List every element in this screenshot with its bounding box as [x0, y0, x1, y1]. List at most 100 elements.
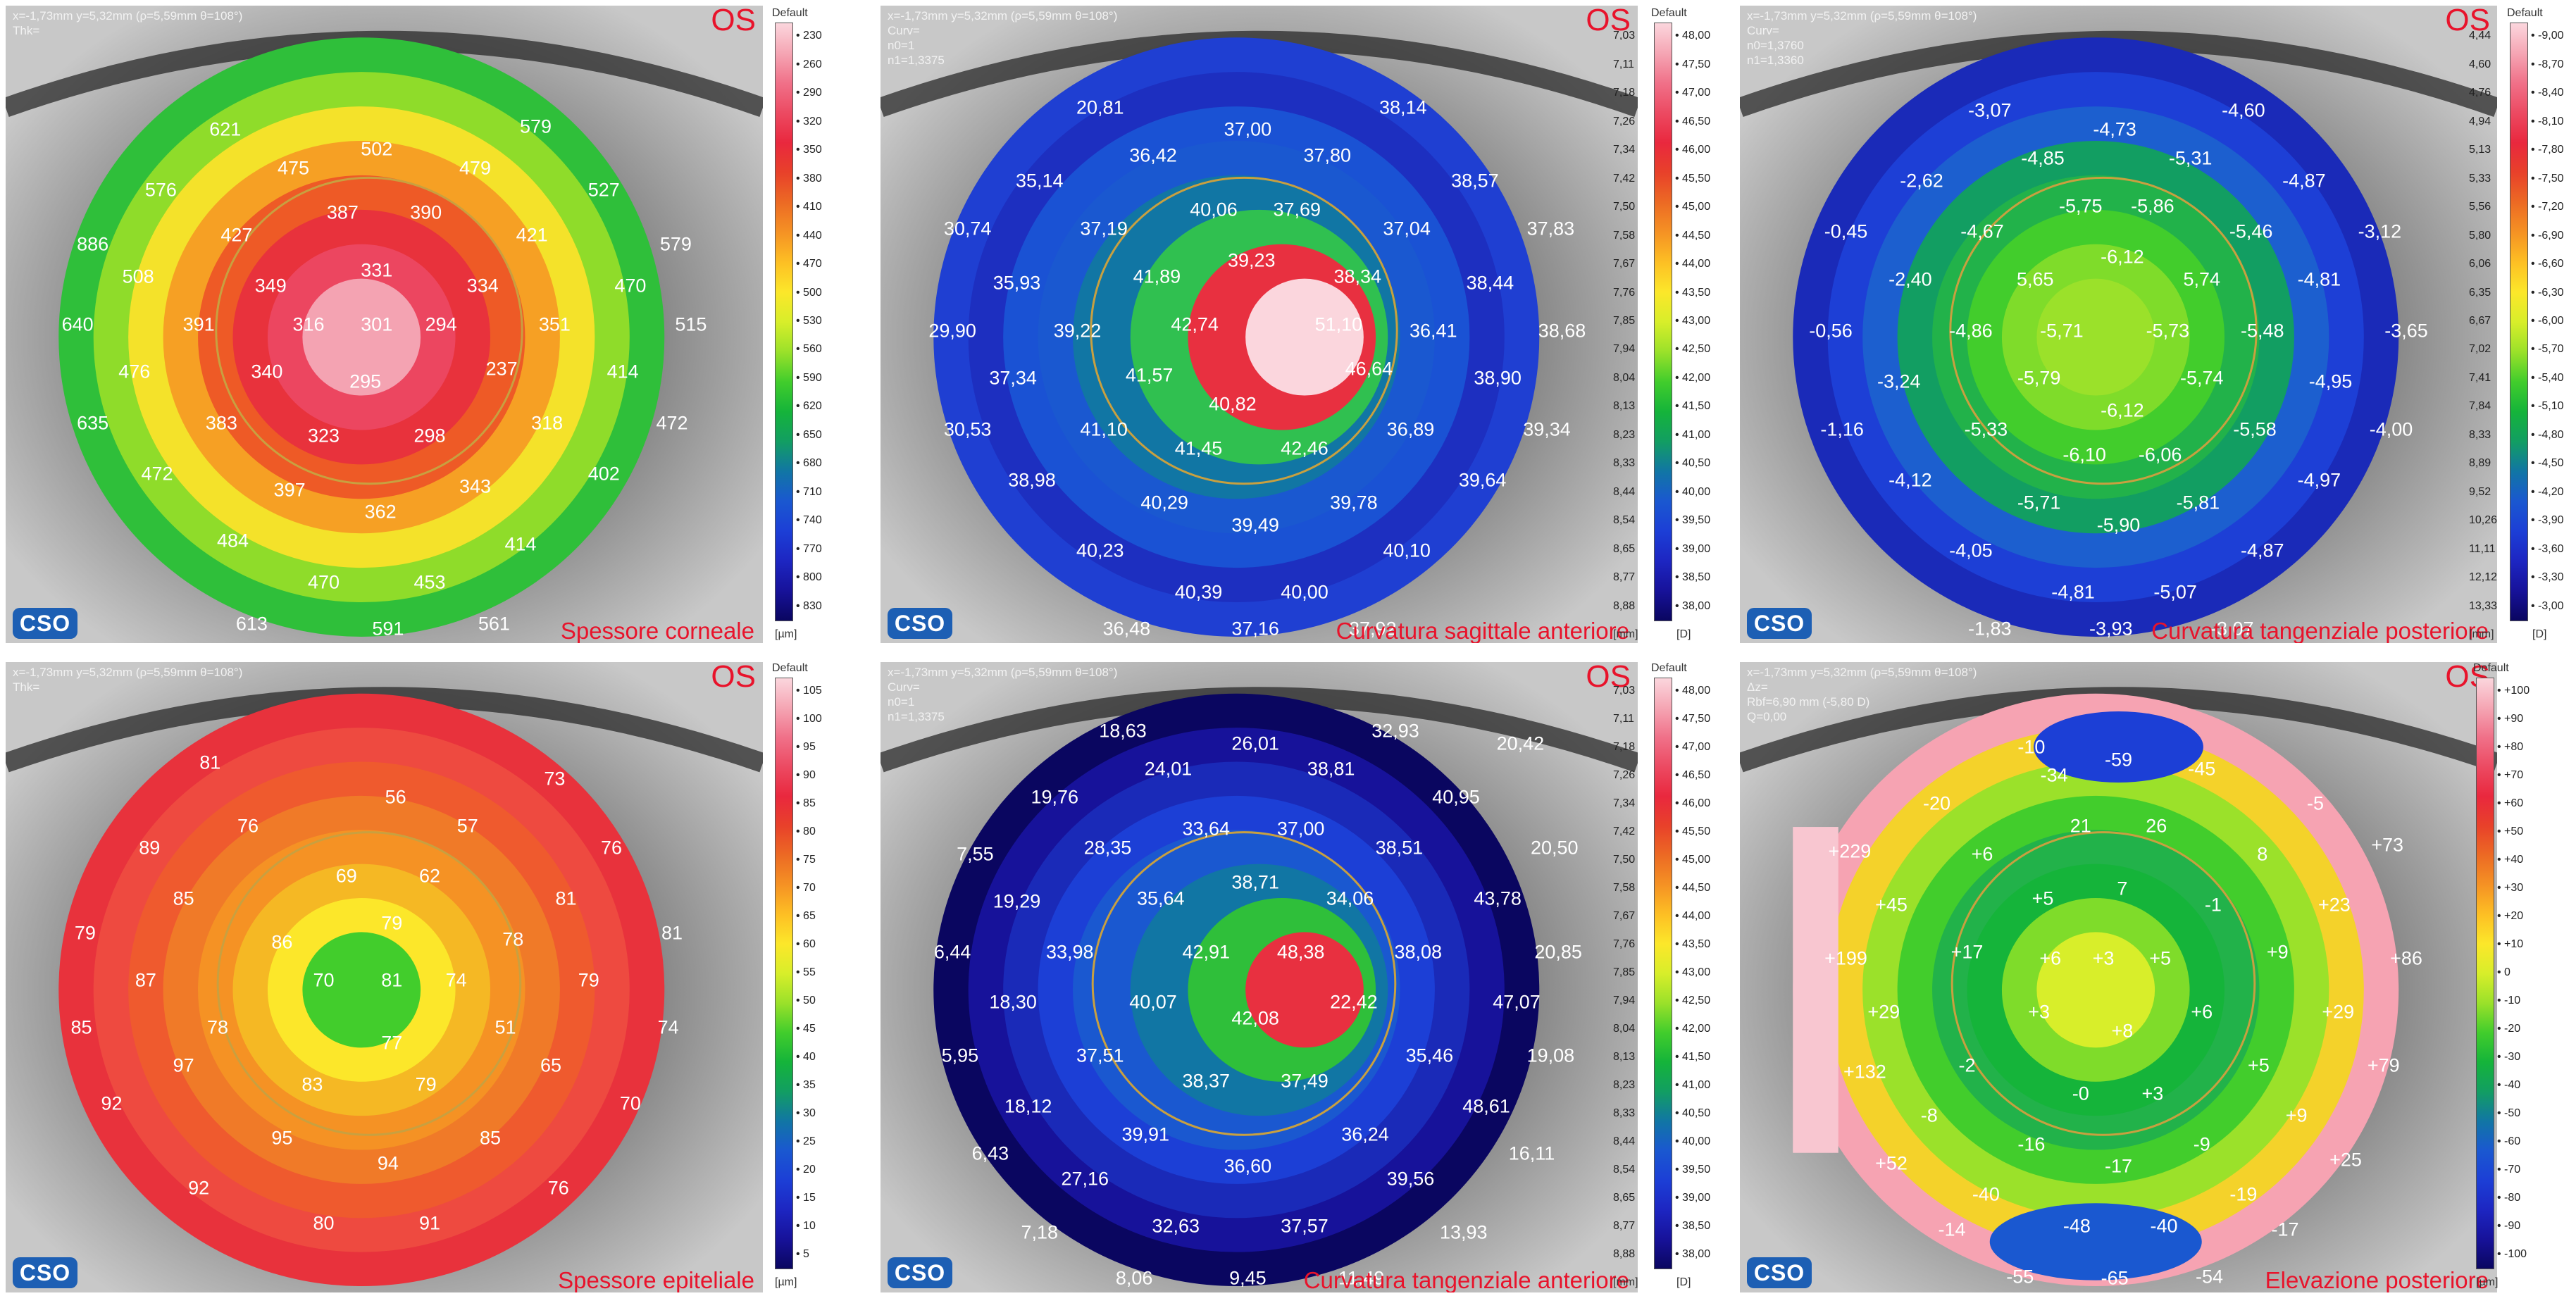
- map-value: 38,90: [1474, 367, 1522, 389]
- map-value: 56: [385, 786, 406, 808]
- map-value: 383: [205, 412, 237, 434]
- scale-tick: • 680: [796, 457, 822, 470]
- scale-tick: • 47,50: [1675, 713, 1711, 725]
- eye-image-map[interactable]: [1740, 6, 2497, 643]
- cso-logo: CSO: [1747, 608, 1812, 639]
- map-panel-3[interactable]: x=-1,73mm y=5,32mm (ρ=5,59mm θ=108°) Cur…: [1740, 6, 2497, 643]
- scale-tick: • +40: [2497, 854, 2524, 866]
- map-value: -1,83: [1967, 618, 2012, 640]
- scale-tick: • 0: [2497, 966, 2510, 978]
- map-value: 38,14: [1379, 96, 1427, 118]
- map-value: 294: [425, 313, 457, 335]
- cursor-info: x=-1,73mm y=5,32mm (ρ=5,59mm θ=108°) Cur…: [888, 9, 1118, 67]
- map-title: Curvatura tangenziale anteriore: [1303, 1267, 1629, 1292]
- eye-image-map[interactable]: [6, 662, 763, 1292]
- map-value: -0: [2072, 1083, 2089, 1104]
- map-value: 323: [307, 425, 340, 447]
- map-panel-1[interactable]: x=-1,73mm y=5,32mm (ρ=5,59mm θ=108°) Thk…: [6, 6, 763, 643]
- map-value: -65: [2101, 1267, 2129, 1289]
- scale-bar: [775, 678, 793, 1269]
- scale-tick-mm: 7,67: [1613, 258, 1636, 270]
- eye-image-map[interactable]: [1740, 662, 2497, 1292]
- scale-tick-mm: 8,04: [1613, 371, 1636, 384]
- scale-tick: • -80: [2497, 1192, 2521, 1204]
- scale-tick: • 46,00: [1675, 144, 1711, 156]
- map-value: 502: [361, 138, 393, 160]
- scale-tick: • 15: [796, 1192, 816, 1204]
- scale-tick: • -7,20: [2531, 201, 2564, 213]
- map-value: 70: [619, 1092, 641, 1114]
- pupil-circle: [1950, 831, 2256, 1136]
- eye-label: OS: [1586, 6, 1631, 37]
- cso-logo: CSO: [1747, 1257, 1812, 1288]
- map-value: 472: [141, 463, 173, 485]
- map-panel-4[interactable]: x=-1,73mm y=5,32mm (ρ=5,59mm θ=108°) Thk…: [6, 662, 763, 1292]
- eye-image-map[interactable]: [881, 6, 1638, 643]
- map-value: 35,46: [1405, 1045, 1454, 1066]
- scale-tick: • 47,00: [1675, 741, 1711, 753]
- map-value: 33,64: [1182, 818, 1231, 840]
- scale-tick: • 38,00: [1675, 1248, 1711, 1260]
- map-value: 76: [547, 1177, 569, 1199]
- scale-tick: • 38,00: [1675, 599, 1711, 612]
- scale-tick: • 44,50: [1675, 229, 1711, 242]
- map-panel-6[interactable]: x=-1,73mm y=5,32mm (ρ=5,59mm θ=108°) Δz=…: [1740, 662, 2497, 1292]
- map-value: -4,97: [2297, 469, 2341, 491]
- scale-tick: • 320: [796, 115, 822, 127]
- eye-image-map[interactable]: [6, 6, 763, 643]
- map-value: -5,46: [2229, 220, 2273, 242]
- map-value: 343: [459, 475, 492, 497]
- scale-tick-mm: 8,33: [2469, 428, 2491, 441]
- scale-tick: • 230: [796, 30, 822, 42]
- map-value: 316: [292, 313, 325, 335]
- map-value: -3,07: [2210, 618, 2254, 640]
- map-value: 5,65: [2016, 268, 2054, 290]
- map-value: +5: [2031, 887, 2054, 909]
- eye-image-map[interactable]: [881, 662, 1638, 1292]
- scale-tick: • -6,30: [2531, 286, 2564, 299]
- cso-logo: CSO: [888, 608, 952, 639]
- map-value: -5,81: [2176, 492, 2220, 513]
- map-value: +9: [2285, 1104, 2308, 1126]
- map-value: 36,89: [1386, 418, 1435, 440]
- scale-tick: • -4,50: [2531, 457, 2564, 470]
- scale-tick: • 30: [796, 1107, 816, 1119]
- scale-tick: • 44,50: [1675, 882, 1711, 894]
- scale-tick-mm: 7,02: [2469, 343, 2491, 356]
- map-value: 18,12: [1004, 1095, 1052, 1117]
- map-value: +79: [2367, 1054, 2400, 1076]
- map-value: 20,50: [1530, 837, 1579, 859]
- map-value: -9: [2193, 1133, 2210, 1155]
- map-value: -55: [2006, 1266, 2034, 1288]
- map-value: -45: [2188, 758, 2216, 780]
- map-value: +229: [1828, 840, 1872, 861]
- scale-tick-mm: 13,33: [2469, 599, 2498, 612]
- map-value: 39,78: [1330, 492, 1378, 513]
- map-value: -48: [2062, 1215, 2091, 1237]
- scale-tick: • 650: [796, 428, 822, 441]
- map-value: -40: [1972, 1183, 2000, 1205]
- map-value: 92: [188, 1177, 210, 1199]
- scale-tick: • -3,90: [2531, 514, 2564, 527]
- scale-tick: • 41,50: [1675, 1051, 1711, 1063]
- map-value: -4,81: [2051, 581, 2095, 603]
- scale-tick: • 60: [796, 938, 816, 950]
- map-value: 39,56: [1386, 1168, 1435, 1190]
- scale-tick: • +10: [2497, 938, 2524, 950]
- map-panel-2[interactable]: x=-1,73mm y=5,32mm (ρ=5,59mm θ=108°) Cur…: [881, 6, 1638, 643]
- scale-tick: • 43,50: [1675, 938, 1711, 950]
- scale-unit: [mm]: [2469, 628, 2494, 640]
- map-value: 40,00: [1281, 581, 1329, 603]
- scale-unit-diopters: [D]: [1676, 628, 1691, 640]
- map-value: 24,01: [1144, 758, 1193, 780]
- scale-tick: • 38,50: [1675, 1220, 1711, 1232]
- map-panel-5[interactable]: x=-1,73mm y=5,32mm (ρ=5,59mm θ=108°) Cur…: [881, 662, 1638, 1292]
- map-value: 561: [478, 613, 510, 635]
- scale-tick-mm: 5,13: [2469, 144, 2491, 156]
- color-map: [58, 37, 665, 637]
- scale-tick-mm: 7,85: [1613, 315, 1636, 327]
- map-value: 30,53: [943, 418, 992, 440]
- scale-tick: • +60: [2497, 797, 2524, 809]
- scale-tick: • 45,00: [1675, 854, 1711, 866]
- scale-tick: • -6,90: [2531, 229, 2564, 242]
